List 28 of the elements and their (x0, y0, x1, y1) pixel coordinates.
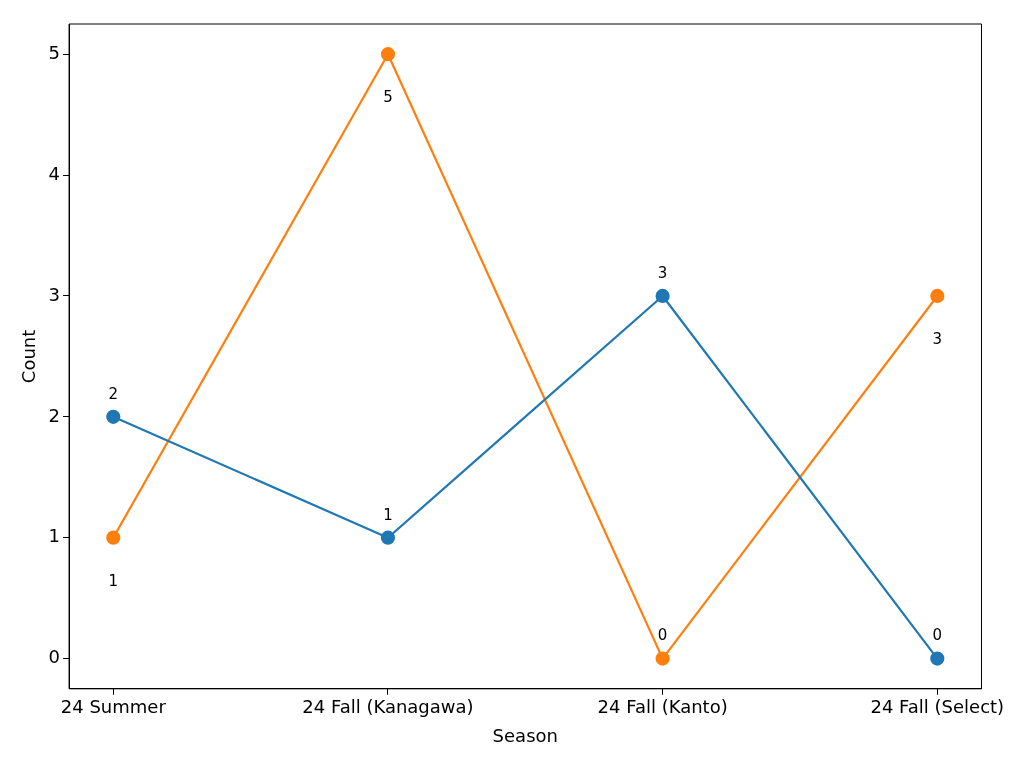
point (380, 47, 396, 62)
y-tick-label: 2 (48, 404, 61, 426)
data-label: 1 (108, 571, 119, 590)
data-label: 3 (657, 263, 668, 282)
point (655, 651, 670, 666)
point (380, 530, 396, 545)
data-label: 1 (383, 505, 393, 524)
y-axis-title: Count (18, 329, 40, 384)
x-tick-label: 24 Summer (60, 696, 167, 718)
data-label: 5 (383, 88, 393, 107)
y-tick-label: 5 (48, 41, 61, 63)
data-label: 0 (932, 626, 943, 645)
data-label: 2 (108, 384, 119, 403)
data-label: 0 (657, 626, 668, 645)
y-tick-label: 3 (48, 283, 61, 305)
x-tick-label: 24 Fall (Kanagawa) (302, 696, 474, 718)
x-tick-label: 24 Fall (Kanto) (597, 696, 728, 718)
point (106, 409, 121, 424)
data-label: 3 (932, 329, 943, 348)
y-tick-label: 1 (48, 525, 61, 547)
point (106, 530, 121, 545)
y-tick-label: 0 (48, 646, 61, 668)
point (655, 288, 670, 304)
x-tick-label: 24 Fall (Select) (870, 696, 1005, 718)
y-tick-label: 4 (48, 162, 61, 184)
point (930, 651, 945, 666)
x-axis-title: Season (492, 724, 558, 746)
point (930, 288, 945, 304)
